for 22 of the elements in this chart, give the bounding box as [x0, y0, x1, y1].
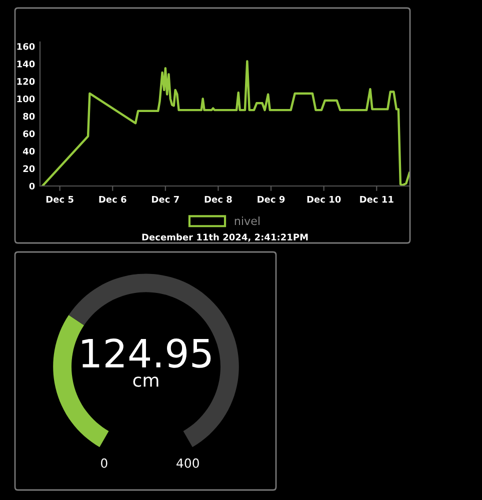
y-tick-label: 100: [17, 95, 35, 102]
text: 0: [100, 458, 108, 468]
x-tick-label: Dec 5: [46, 196, 74, 203]
text: 400: [176, 458, 199, 468]
y-tick-label: 160: [17, 43, 35, 50]
y-tick-label: 120: [17, 78, 35, 85]
y-tick-label: 80: [23, 112, 35, 120]
y-tick-label: 20: [23, 165, 35, 172]
text: December 11th 2024, 2:41:21PM: [142, 234, 308, 242]
x-tick-label: Dec 6: [99, 196, 126, 203]
x-tick-label: Dec 8: [204, 196, 232, 203]
y-tick-label: 40: [22, 148, 35, 155]
y-tick-label: 60: [23, 130, 35, 138]
y-tick-label: 0: [29, 182, 35, 190]
text: cm: [133, 376, 158, 387]
x-tick-label: Dec 9: [258, 196, 285, 203]
x-tick-label: Dec 7: [152, 196, 179, 203]
y-tick-label: 140: [17, 60, 35, 68]
text: 124.95: [82, 338, 211, 368]
x-tick-label: Dec 11: [360, 196, 394, 203]
x-tick-label: Dec 10: [307, 196, 341, 203]
legend-label: nivel: [234, 216, 260, 226]
